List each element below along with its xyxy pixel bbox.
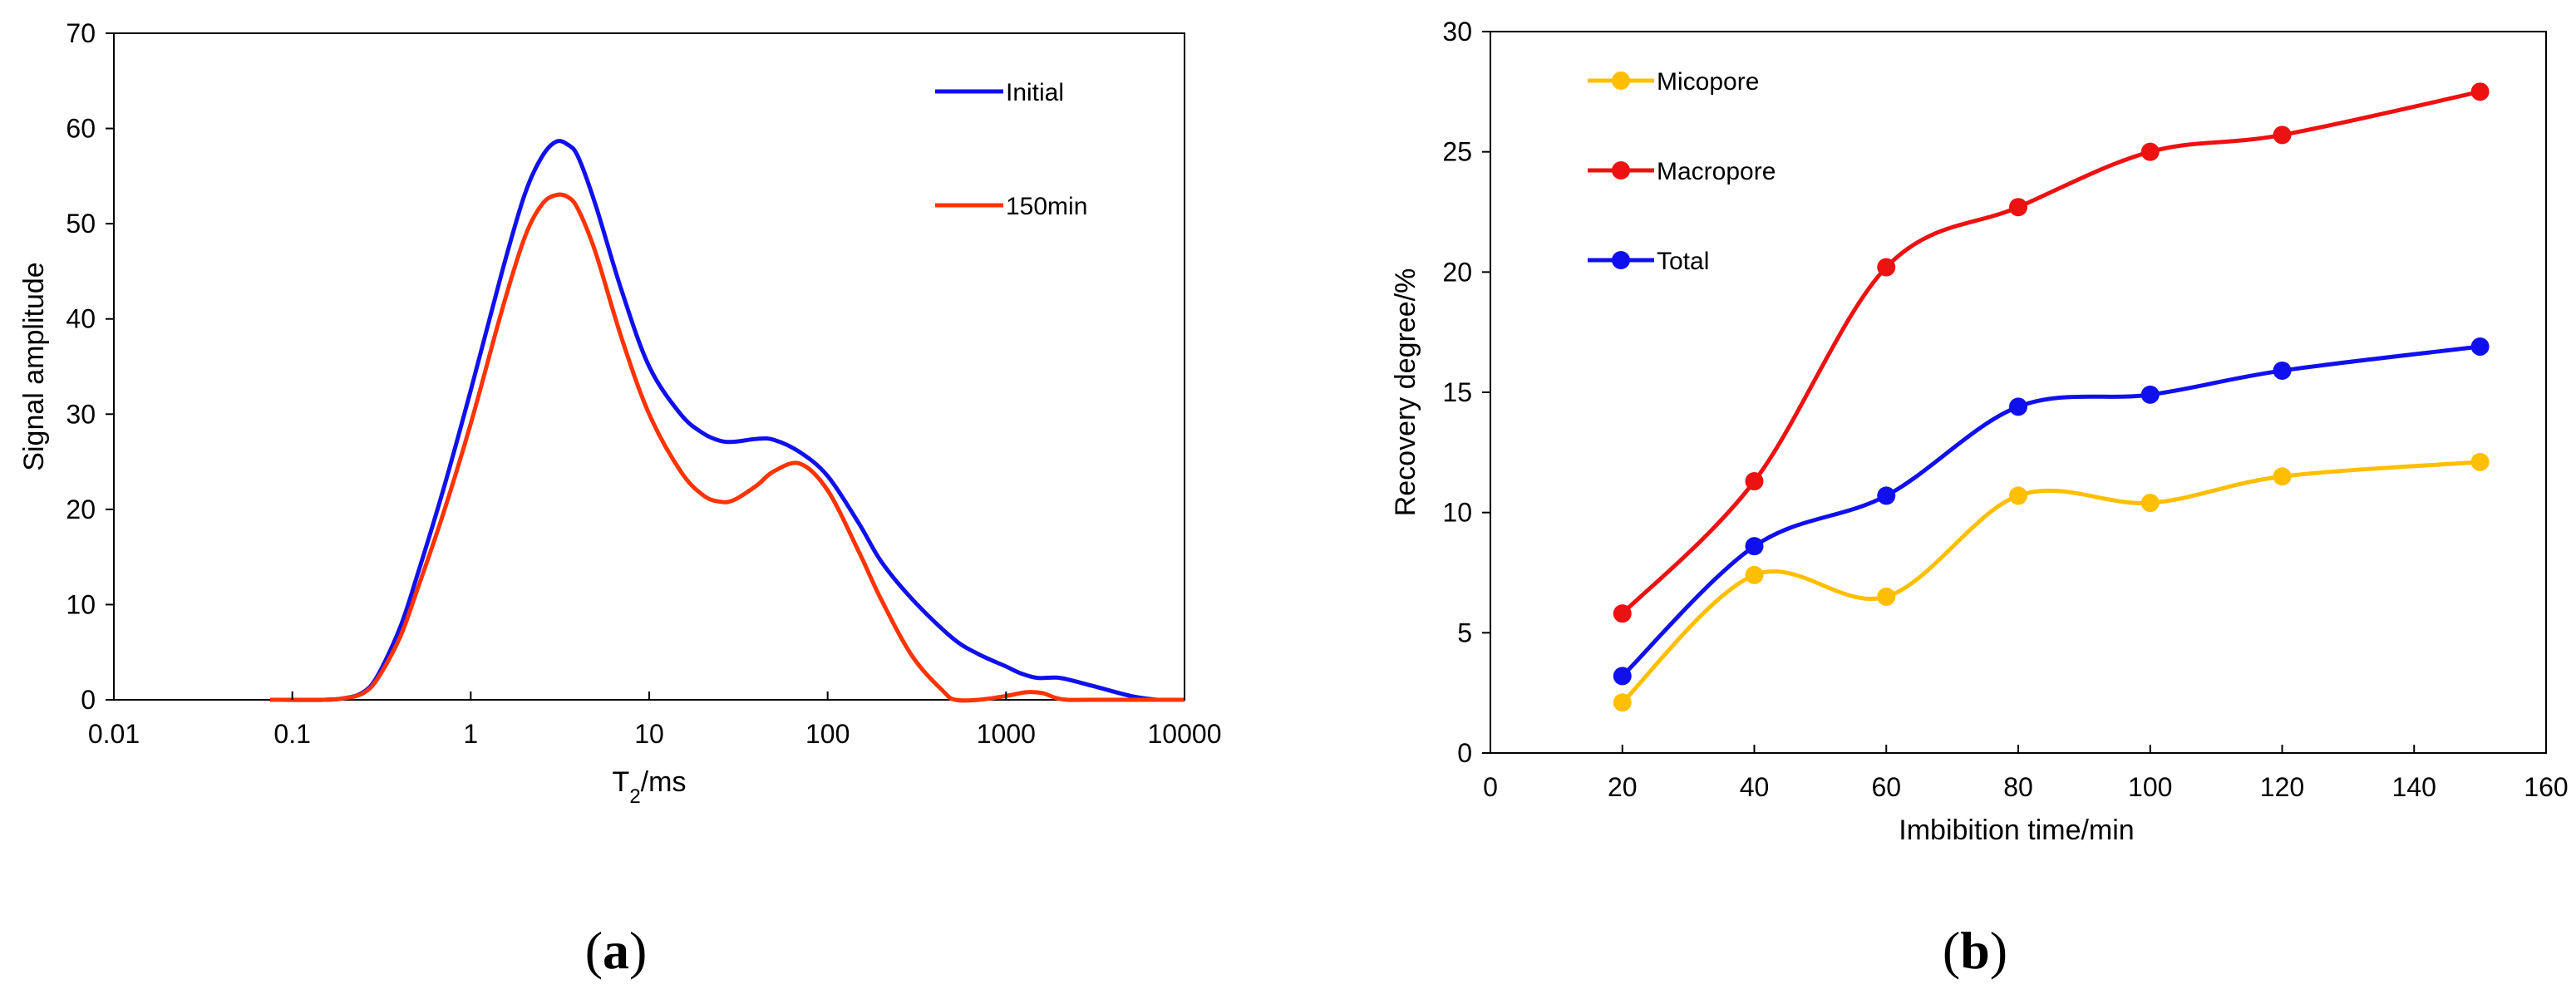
panel-a-legend: Initial 150min (935, 79, 1087, 220)
data-point-macropore (1745, 472, 1764, 491)
y-tick-label: 20 (66, 495, 96, 524)
legend-label-total: Total (1657, 248, 1709, 275)
x-tick-label: 10 (634, 719, 664, 749)
x-tick-label: 0.01 (88, 719, 140, 749)
series-line-total (1620, 344, 2480, 678)
x-tick-label: 0.1 (273, 719, 310, 749)
panel-b-label: (b) (1943, 921, 2007, 980)
data-point-total (2273, 361, 2292, 380)
x-tick-label: 120 (2260, 772, 2304, 802)
y-tick-label: 0 (1457, 738, 1472, 768)
data-point-total (1877, 486, 1896, 505)
data-point-micopore (2140, 494, 2160, 513)
data-point-micopore (1613, 693, 1632, 712)
panel-b-plot-frame (1490, 31, 2547, 754)
data-point-total (2140, 385, 2160, 404)
legend-label-macropore: Macropore (1657, 158, 1776, 185)
data-point-macropore (2470, 82, 2490, 101)
panel-a-y-axis-title: Signal amplitude (18, 262, 50, 470)
x-tick-label: 80 (2003, 772, 2033, 802)
data-point-total (2470, 337, 2490, 357)
y-tick-label: 30 (1442, 17, 1472, 47)
x-tick-label: 100 (805, 719, 850, 749)
legend-label-150min: 150min (1006, 193, 1087, 220)
panel-b-series-group (1613, 82, 2490, 712)
x-tick-label: 60 (1871, 772, 1901, 802)
data-point-micopore (2470, 452, 2490, 471)
panel-b-x-ticks: 0 20 40 60 80 100 120 140 160 (1483, 745, 2569, 802)
data-point-macropore (2140, 142, 2160, 161)
panel-b-y-ticks: 0 5 10 15 20 25 30 (1442, 17, 1490, 768)
data-point-macropore (1613, 604, 1632, 623)
x-tick-label: 20 (1608, 772, 1638, 802)
x-tick-label: 1000 (977, 719, 1036, 749)
series-line-initial (269, 139, 1158, 702)
x-tick-label: 40 (1740, 772, 1770, 802)
y-tick-label: 40 (66, 304, 96, 334)
panel-b-chart: 0 5 10 15 20 25 30 0 20 40 60 80 100 120 140 160 Micop… (1390, 17, 2569, 980)
legend-marker-micopore (1612, 71, 1630, 90)
y-tick-label: 20 (1442, 257, 1472, 287)
y-tick-label: 5 (1457, 618, 1472, 647)
data-point-total (1745, 537, 1764, 556)
panel-b-legend: Micopore Macropore Total (1588, 68, 1776, 275)
legend-marker-total (1612, 251, 1630, 269)
y-tick-label: 60 (66, 114, 96, 144)
x-tick-label: 100 (2128, 772, 2172, 802)
panel-a-y-ticks: 0 10 20 30 40 50 60 70 (66, 18, 114, 715)
panel-a-series-group (269, 139, 1185, 703)
panel-a-x-axis-title: T2/ms (613, 766, 687, 808)
x-tick-label: 140 (2392, 772, 2436, 802)
legend-marker-macropore (1612, 161, 1630, 180)
x-tick-label: 1 (463, 719, 478, 749)
data-point-macropore (1877, 258, 1896, 277)
data-point-micopore (1745, 565, 1764, 584)
y-tick-label: 50 (66, 209, 96, 239)
panel-b-x-axis-title: Imbibition time/min (1899, 815, 2134, 846)
y-tick-label: 10 (66, 589, 96, 619)
y-tick-label: 15 (1442, 377, 1472, 407)
y-tick-label: 0 (81, 685, 96, 715)
y-tick-label: 70 (66, 18, 96, 48)
y-tick-label: 10 (1442, 498, 1472, 528)
data-point-micopore (2009, 486, 2027, 505)
data-point-total (1613, 667, 1632, 686)
panel-a-label: (a) (585, 921, 648, 980)
panel-b-y-axis-title: Recovery degree/% (1390, 268, 1421, 517)
panel-a-chart: 0 10 20 30 40 50 60 70 0.01 0.1 1 10 100 1000 10000 I… (18, 18, 1221, 980)
legend-label-initial: Initial (1006, 79, 1064, 106)
data-point-macropore (2273, 126, 2292, 145)
x-tick-label: 160 (2524, 772, 2568, 802)
x-tick-label: 0 (1483, 772, 1498, 802)
series-line-150min (269, 192, 1185, 703)
panel-a-x-ticks: 0.01 0.1 1 10 100 1000 10000 (88, 691, 1222, 749)
data-point-micopore (1877, 587, 1896, 606)
y-tick-label: 25 (1442, 137, 1472, 167)
data-point-macropore (2009, 198, 2027, 217)
data-point-total (2009, 397, 2027, 416)
y-tick-label: 30 (66, 399, 96, 429)
x-tick-label: 10000 (1148, 719, 1222, 749)
legend-label-micopore: Micopore (1657, 68, 1759, 96)
data-point-micopore (2273, 467, 2292, 486)
